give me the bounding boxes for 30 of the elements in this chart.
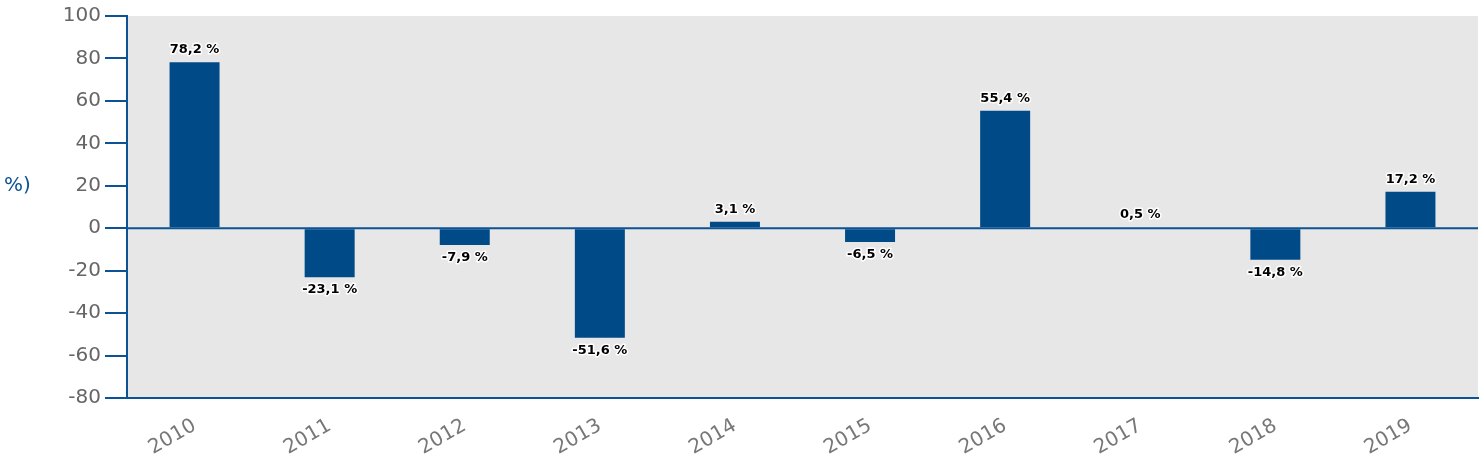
y-tick-label: 100	[62, 2, 101, 27]
bar	[574, 229, 625, 338]
data-label: -23,1 %	[302, 281, 358, 297]
y-tick-label: 0	[88, 214, 101, 239]
data-label: -14,8 %	[1247, 263, 1303, 279]
bar	[169, 62, 220, 228]
data-label: 3,1 %	[714, 200, 756, 216]
data-label: 17,2 %	[1385, 170, 1436, 186]
y-tick-label: -20	[68, 256, 101, 281]
bar	[1250, 229, 1301, 260]
data-label: -6,5 %	[847, 245, 894, 261]
bar	[845, 229, 896, 243]
y-axis-title: %)	[4, 171, 31, 196]
y-tick-label: 20	[75, 171, 101, 196]
y-tick-label: -40	[68, 299, 101, 324]
bar	[304, 229, 355, 278]
bar	[980, 110, 1031, 228]
y-tick-label: 60	[75, 87, 101, 112]
bar	[439, 229, 490, 245]
data-label: 0,5 %	[1119, 206, 1161, 222]
y-tick-label: -60	[68, 341, 101, 366]
y-tick-label: 80	[75, 44, 101, 69]
y-tick-label: -80	[68, 384, 101, 409]
data-label: -7,9 %	[441, 248, 488, 264]
data-label: 78,2 %	[169, 41, 220, 57]
data-label: -51,6 %	[572, 341, 628, 357]
bar	[709, 221, 760, 228]
data-label: 55,4 %	[980, 89, 1030, 105]
y-tick-label: 40	[75, 129, 101, 154]
bar	[1385, 191, 1436, 228]
